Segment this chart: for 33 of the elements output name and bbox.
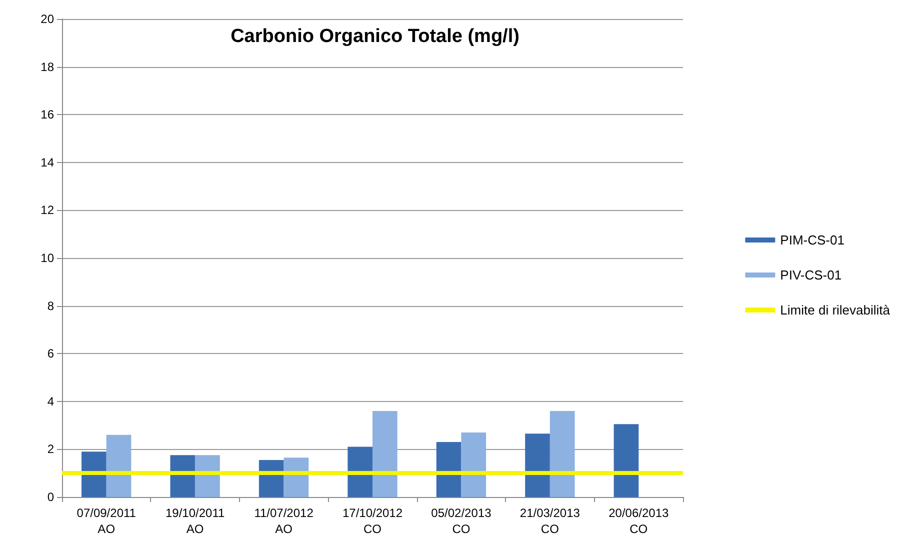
x-tick-label: 05/02/2013 CO xyxy=(431,506,492,536)
y-tick-label: 6 xyxy=(47,346,54,361)
bar xyxy=(436,442,462,497)
bar xyxy=(614,424,639,497)
bar xyxy=(461,432,486,497)
x-tick-label: 21/03/2013 CO xyxy=(520,506,580,536)
bar xyxy=(372,410,398,497)
x-tick-label: 17/10/2012 CO xyxy=(342,506,403,536)
y-tick-label: 0 xyxy=(47,490,54,504)
y-tick-label: 10 xyxy=(40,251,54,265)
x-tick-label: 07/09/2011 AO xyxy=(76,506,136,536)
x-tick-label: 20/06/2013 CO xyxy=(608,506,669,536)
y-tick-label: 4 xyxy=(47,394,54,408)
bar xyxy=(106,434,132,497)
bar xyxy=(550,410,575,497)
legend-label: Limite di rilevabilità xyxy=(780,302,891,318)
y-tick-label: 2 xyxy=(47,442,54,456)
y-tick-label: 20 xyxy=(40,12,54,26)
bar xyxy=(195,455,220,497)
legend-label: PIV-CS-01 xyxy=(780,268,842,282)
x-tick-label: 11/07/2012 AO xyxy=(254,506,314,536)
bar xyxy=(525,434,550,497)
y-tick-label: 18 xyxy=(40,60,54,74)
bar xyxy=(82,452,106,497)
y-tick-label: 12 xyxy=(40,203,54,218)
chart-title: Carbonio Organico Totale (mg/l) xyxy=(230,26,520,47)
x-tick-label: 19/10/2011 AO xyxy=(165,506,225,536)
legend-label: PIM-CS-01 xyxy=(780,232,844,248)
y-tick-label: 8 xyxy=(47,298,54,313)
y-tick-label: 16 xyxy=(40,108,54,122)
y-tick-label: 14 xyxy=(40,155,54,170)
bar xyxy=(170,455,196,497)
bar xyxy=(348,446,372,497)
